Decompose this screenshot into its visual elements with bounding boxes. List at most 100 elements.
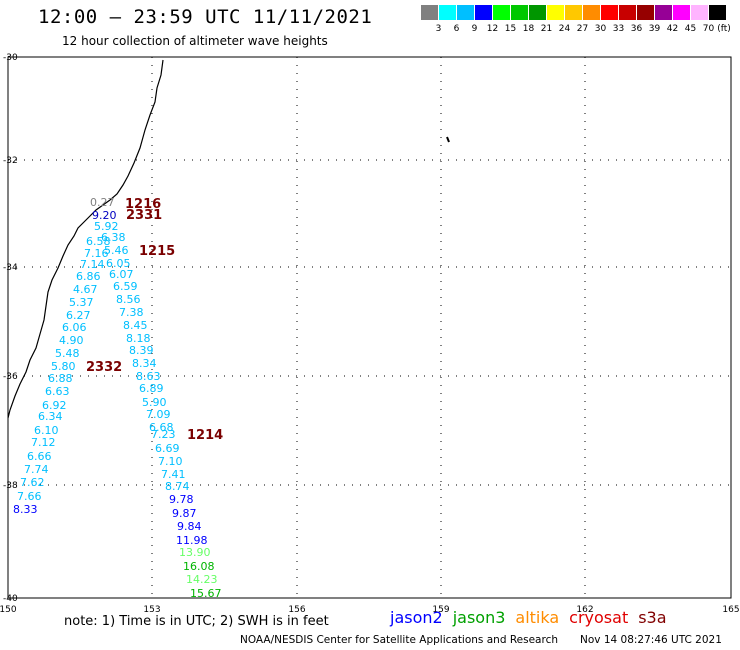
satellite-legend-item: jason3 xyxy=(452,608,506,627)
legend-label: 18 xyxy=(522,24,535,34)
latitude-label: -32 xyxy=(3,156,18,166)
legend-label: 3 xyxy=(435,24,442,34)
wave-height-value: 4.90 xyxy=(59,334,84,347)
wave-height-value: 5.46 xyxy=(104,244,129,257)
wave-height-value: 7.38 xyxy=(119,306,144,319)
wave-height-value: 6.59 xyxy=(113,280,138,293)
legend-swatch xyxy=(439,5,456,20)
legend-label: 33 xyxy=(612,24,625,34)
wave-height-value: 6.05 xyxy=(106,257,131,270)
wave-height-value: 5.37 xyxy=(69,296,94,309)
legend-label: 45 xyxy=(684,24,697,34)
legend-swatch xyxy=(547,5,564,20)
legend-swatch xyxy=(493,5,510,20)
longitude-label: 162 xyxy=(576,605,593,615)
wave-height-value: 6.07 xyxy=(109,268,134,281)
legend-swatch xyxy=(655,5,672,20)
wave-height-value: 8.33 xyxy=(13,503,38,516)
wave-height-value: 6.92 xyxy=(42,399,67,412)
latitude-label: -36 xyxy=(3,372,18,382)
wave-height-values: 0.279.205.926.386.585.467.166.057.14 6.07… xyxy=(13,196,222,600)
wave-height-value: 9.87 xyxy=(172,507,197,520)
wave-height-value: 8.56 xyxy=(116,293,141,306)
legend-swatch xyxy=(583,5,600,20)
legend-label: 15 xyxy=(504,24,517,34)
legend-swatch xyxy=(601,5,618,20)
footer-datetime: Nov 14 08:27:46 UTC 2021 xyxy=(580,634,722,646)
legend-swatch xyxy=(529,5,546,20)
wave-height-value: 5.80 xyxy=(51,360,76,373)
satellite-legend-item: s3a xyxy=(638,608,667,627)
longitude-label: 150 xyxy=(0,605,17,615)
longitude-label: 153 xyxy=(143,605,160,615)
wave-height-value: 7.41 xyxy=(161,468,186,481)
wave-height-value: 7.12 xyxy=(31,436,56,449)
wave-height-value: 15.67 xyxy=(190,587,222,600)
legend-swatch xyxy=(619,5,636,20)
wave-height-value: 7.16 xyxy=(84,247,109,260)
wave-height-value: 6.88 xyxy=(48,372,73,385)
wave-height-value: 6.10 xyxy=(34,424,59,437)
wave-height-value: 9.84 xyxy=(177,520,202,533)
longitude-label: 165 xyxy=(722,605,739,615)
legend-label: 12 xyxy=(486,24,499,34)
wave-height-value: 6.34 xyxy=(38,410,63,423)
wave-height-value: 5.90 xyxy=(142,396,167,409)
wave-height-value: 7.23 xyxy=(151,428,176,441)
wave-height-value: 7.10 xyxy=(158,455,183,468)
graticule xyxy=(8,57,731,598)
map-subtitle: 12 hour collection of altimeter wave hei… xyxy=(62,34,328,48)
wave-height-value: 16.08 xyxy=(183,560,215,573)
wave-height-value: 6.89 xyxy=(139,382,164,395)
pass-time-label: 2331 xyxy=(126,208,162,223)
wave-height-value: 9.78 xyxy=(169,493,194,506)
longitude-label: 159 xyxy=(432,605,449,615)
coastline xyxy=(7,59,164,419)
wave-height-value: 6.86 xyxy=(76,270,101,283)
footer-credit: NOAA/NESDIS Center for Satellite Applica… xyxy=(240,634,558,646)
legend-swatch xyxy=(673,5,690,20)
wave-height-value: 4.67 xyxy=(73,283,98,296)
legend-label: 42 xyxy=(666,24,679,34)
wave-height-value: 6.06 xyxy=(62,321,87,334)
wave-height-value: 7.62 xyxy=(20,476,45,489)
wave-height-value: 6.63 xyxy=(45,385,70,398)
wave-height-value: 5.92 xyxy=(94,220,119,233)
wave-height-value: 8.74 xyxy=(165,480,190,493)
wave-height-value: 6.68 xyxy=(149,421,174,434)
wave-height-value: 6.27 xyxy=(66,309,91,322)
wave-height-value: 8.18 xyxy=(126,332,151,345)
wave-height-value: 14.23 xyxy=(186,573,218,586)
legend-swatch xyxy=(457,5,474,20)
legend-label: 70 xyxy=(702,24,715,34)
pass-time-label: 1214 xyxy=(187,428,223,443)
legend-swatch xyxy=(691,5,708,20)
legend-swatch xyxy=(475,5,492,20)
pass-time-label: 2332 xyxy=(86,360,122,375)
legend-swatch xyxy=(565,5,582,20)
footer-note: note: 1) Time is in UTC; 2) SWH is in fe… xyxy=(64,614,329,629)
legend-swatch xyxy=(637,5,654,20)
legend-swatch xyxy=(421,5,438,20)
satellite-legend-item: altika xyxy=(515,608,560,627)
legend-label: 21 xyxy=(540,24,553,34)
legend-swatch xyxy=(709,5,726,20)
legend-label: 9 xyxy=(471,24,478,34)
map-frame xyxy=(7,56,732,599)
wave-height-value: 8.63 xyxy=(136,370,161,383)
map-title: 12:00 – 23:59 UTC 11/11/2021 xyxy=(38,6,373,28)
wave-height-value: 7.09 xyxy=(146,408,171,421)
latitude-label: -30 xyxy=(3,53,18,63)
legend-unit: (ft) xyxy=(717,24,731,34)
pass-time-label: 1215 xyxy=(139,244,175,259)
wave-height-value: 5.48 xyxy=(55,347,80,360)
wave-height-value: 7.74 xyxy=(24,463,49,476)
legend-label: 6 xyxy=(453,24,460,34)
latitude-label: -38 xyxy=(3,481,18,491)
legend-label: 27 xyxy=(576,24,589,34)
wave-height-value: 8.34 xyxy=(132,357,157,370)
wave-height-value: 9.20 xyxy=(92,209,117,222)
satellite-legend: jason2 jason3 altika cryosat s3a xyxy=(390,608,677,627)
